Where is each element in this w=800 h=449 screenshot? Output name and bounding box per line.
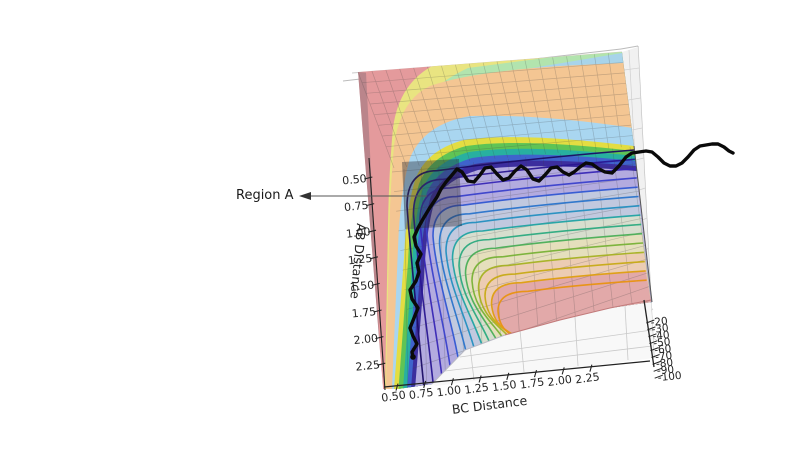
- x-tick-label: 1.25: [464, 381, 490, 397]
- x-tick-label: 2.00: [547, 373, 573, 389]
- x-tick-label: 1.75: [519, 375, 545, 391]
- z-tick-label: -30: [651, 322, 669, 336]
- y-tick-label: 1.25: [347, 252, 373, 267]
- x-tick-label: 1.00: [436, 383, 462, 399]
- valley-contour-lines: [406, 149, 647, 389]
- y-tick-label: 0.75: [343, 199, 369, 214]
- z-tick-label: -70: [655, 350, 673, 364]
- z-tick-label: -40: [652, 329, 670, 343]
- contour-line: [419, 167, 636, 387]
- x-tick-label: 1.50: [491, 378, 517, 394]
- arrowhead-left-icon: [299, 192, 311, 200]
- y-tick-label: 2.00: [353, 332, 379, 347]
- contour-line: [425, 177, 637, 386]
- z-tick-label: -100: [657, 370, 682, 384]
- contour-line: [438, 195, 639, 384]
- z-tick-label: -20: [650, 315, 668, 329]
- floor-pane: [432, 300, 654, 386]
- x-tick-label: 0.50: [380, 388, 406, 404]
- x-tick-label: 0.75: [408, 386, 434, 402]
- trajectory-endpoint: [410, 354, 416, 360]
- plateau-front-edge: [504, 299, 652, 336]
- region-a-label: Region A: [236, 188, 294, 203]
- z-tick-label: -60: [654, 343, 672, 357]
- z-tick-label: -50: [653, 336, 671, 350]
- contour-line: [464, 232, 643, 380]
- contour-line: [445, 205, 640, 383]
- contour-line: [458, 223, 642, 381]
- axes: 0.50 0.75 1.00 1.25 1.50 1.75 2.00 2.250.500.75…: [342, 157, 682, 405]
- y-tick-label: 1.00: [345, 225, 371, 240]
- surface-right-edge: [633, 145, 653, 303]
- floor-grid: [444, 305, 653, 381]
- region-a-highlight: [402, 159, 462, 229]
- y-tick-label: 0.50: [342, 172, 368, 187]
- z-tick-label: -80: [655, 357, 673, 371]
- contour-line: [412, 158, 635, 388]
- right-pane: [622, 47, 654, 358]
- contour-line: [432, 186, 638, 385]
- surface-area: [358, 52, 652, 389]
- z-tick-label: -90: [656, 364, 674, 378]
- y-tick-label: 1.50: [349, 278, 375, 293]
- y-tick-label: 2.25: [355, 358, 381, 373]
- x-tick-label: 2.25: [574, 370, 600, 386]
- contour-line: [471, 242, 644, 380]
- contour-line: [451, 214, 641, 382]
- y-tick-label: 1.75: [351, 305, 377, 320]
- region-a-annotation-arrow: [299, 192, 427, 200]
- trajectory-line: [408, 142, 735, 359]
